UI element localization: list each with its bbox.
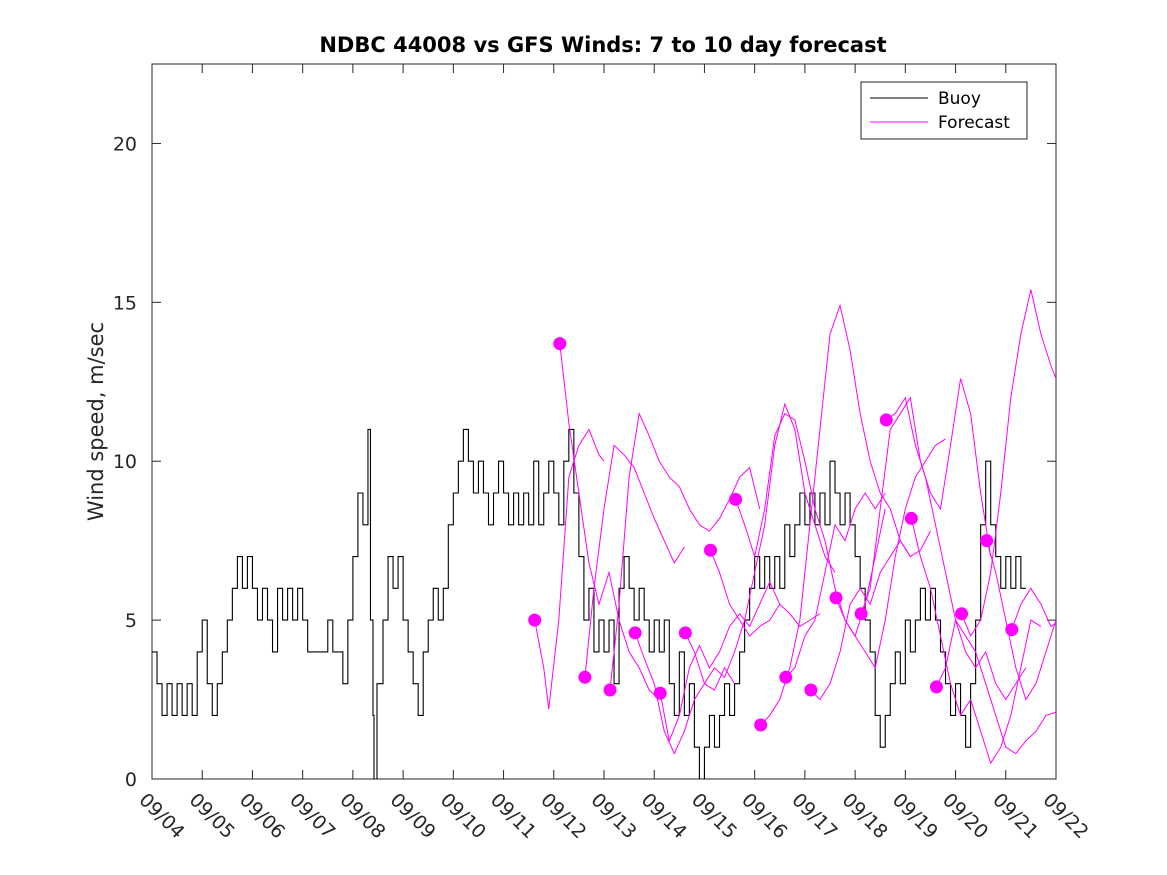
y-tick-label: 15 <box>113 292 137 314</box>
forecast-start-point <box>528 613 542 627</box>
forecast-line <box>810 530 931 701</box>
y-axis: 0 5 10 15 20 <box>113 133 1056 791</box>
forecast-start-point <box>904 511 918 525</box>
forecast-start-point <box>955 607 969 621</box>
forecast-line <box>835 438 946 670</box>
forecast-start-point <box>980 534 994 548</box>
forecast-start-point <box>804 683 818 697</box>
forecast-start-point <box>578 670 592 684</box>
forecast-start-point <box>553 337 567 351</box>
forecast-start-point <box>879 413 893 427</box>
forecast-line <box>710 550 821 637</box>
forecast-line <box>961 289 1056 638</box>
y-tick-label: 5 <box>125 610 137 632</box>
forecast-start-point <box>854 607 868 621</box>
chart-title: NDBC 44008 vs GFS Winds: 7 to 10 day for… <box>319 33 886 57</box>
forecast-start-point <box>929 680 943 694</box>
forecast-line <box>634 632 736 755</box>
forecast-start-point <box>829 591 843 605</box>
forecast-start-point <box>779 670 793 684</box>
axes-box <box>151 63 1057 780</box>
forecast-line <box>1011 587 1056 630</box>
y-tick-label: 0 <box>125 769 137 791</box>
forecast-start-point <box>703 543 717 557</box>
legend-label-forecast: Forecast <box>938 113 1010 133</box>
forecast-line <box>785 492 886 678</box>
forecast-start-point <box>628 626 642 640</box>
forecast-start-point <box>603 683 617 697</box>
forecast-line <box>584 444 685 678</box>
forecast-line <box>910 518 1042 765</box>
forecast-start-point <box>754 718 768 732</box>
forecast-line <box>559 343 660 700</box>
forecast-start-point <box>1005 623 1019 637</box>
legend: Buoy Forecast <box>860 81 1028 140</box>
forecast-line <box>609 411 761 691</box>
y-tick-label: 10 <box>113 451 137 473</box>
legend-label-buoy: Buoy <box>938 89 981 109</box>
forecast-start-point <box>678 626 692 640</box>
y-tick-label: 20 <box>113 133 137 155</box>
forecast-start-point <box>729 492 743 506</box>
forecast-line <box>659 580 781 743</box>
series-forecast <box>528 289 1056 765</box>
forecast-line <box>534 428 605 710</box>
y-axis-label: Wind speed, m/sec <box>84 322 108 521</box>
forecast-line <box>936 618 1056 755</box>
forecast-start-point <box>653 686 667 700</box>
legend-box <box>860 81 1028 140</box>
forecast-line <box>986 540 1056 701</box>
forecast-line <box>684 402 836 685</box>
